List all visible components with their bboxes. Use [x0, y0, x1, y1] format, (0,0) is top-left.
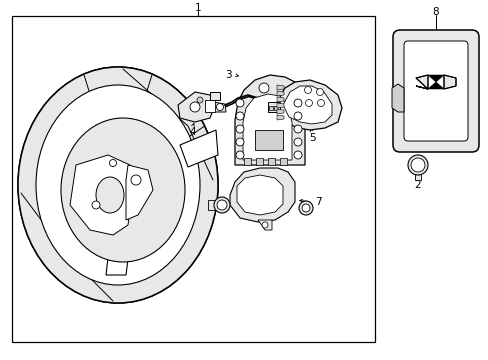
Circle shape	[317, 99, 324, 107]
FancyBboxPatch shape	[392, 30, 478, 152]
Ellipse shape	[18, 67, 218, 303]
Circle shape	[131, 175, 141, 185]
Circle shape	[304, 86, 311, 94]
Circle shape	[293, 138, 302, 146]
Polygon shape	[427, 82, 443, 89]
Circle shape	[316, 89, 323, 95]
Text: 8: 8	[432, 7, 438, 17]
Bar	[209, 92, 220, 100]
Bar	[280, 158, 286, 165]
Ellipse shape	[61, 118, 184, 262]
Polygon shape	[180, 130, 218, 167]
Text: 5: 5	[308, 133, 315, 143]
Polygon shape	[276, 85, 284, 90]
Circle shape	[190, 102, 200, 112]
Polygon shape	[70, 155, 132, 235]
Bar	[273, 106, 278, 110]
Polygon shape	[213, 102, 225, 112]
Polygon shape	[427, 75, 443, 82]
Polygon shape	[235, 75, 305, 165]
Polygon shape	[274, 80, 341, 130]
Polygon shape	[204, 100, 215, 112]
FancyBboxPatch shape	[403, 41, 467, 141]
Circle shape	[305, 99, 312, 107]
Circle shape	[236, 151, 244, 159]
Bar	[268, 106, 272, 110]
Ellipse shape	[36, 85, 200, 285]
Text: 2: 2	[414, 180, 421, 190]
Polygon shape	[243, 94, 291, 160]
Bar	[267, 158, 274, 165]
Polygon shape	[178, 92, 215, 122]
Bar	[254, 130, 283, 150]
Text: 7: 7	[314, 197, 321, 207]
Circle shape	[302, 204, 309, 212]
Polygon shape	[229, 168, 294, 222]
Circle shape	[236, 112, 244, 120]
Bar	[267, 102, 280, 112]
Polygon shape	[106, 240, 130, 275]
Circle shape	[293, 99, 302, 107]
Ellipse shape	[18, 67, 218, 303]
Polygon shape	[391, 84, 403, 112]
Circle shape	[259, 83, 268, 93]
Polygon shape	[283, 86, 331, 124]
Circle shape	[109, 159, 116, 166]
Circle shape	[298, 201, 312, 215]
Bar	[207, 200, 220, 210]
Ellipse shape	[96, 177, 124, 213]
Bar	[244, 158, 250, 165]
Circle shape	[407, 155, 427, 175]
Circle shape	[236, 125, 244, 133]
Bar	[12, 16, 374, 342]
Polygon shape	[276, 109, 284, 114]
Polygon shape	[443, 75, 455, 89]
Circle shape	[236, 99, 244, 107]
Polygon shape	[258, 220, 271, 230]
Circle shape	[410, 158, 424, 172]
Text: 6: 6	[281, 93, 288, 103]
Polygon shape	[276, 115, 284, 120]
Polygon shape	[276, 91, 284, 96]
Circle shape	[216, 104, 223, 111]
Circle shape	[293, 151, 302, 159]
Polygon shape	[276, 97, 284, 102]
Text: 3: 3	[224, 70, 231, 80]
Polygon shape	[415, 75, 427, 89]
Bar	[414, 174, 420, 180]
Circle shape	[293, 112, 302, 120]
Circle shape	[217, 200, 226, 210]
Text: 4: 4	[189, 127, 196, 137]
Circle shape	[293, 125, 302, 133]
Polygon shape	[126, 165, 153, 220]
Polygon shape	[237, 175, 283, 215]
Bar	[256, 158, 263, 165]
Circle shape	[92, 201, 100, 209]
Polygon shape	[276, 103, 284, 108]
Circle shape	[262, 222, 267, 228]
Text: 1: 1	[194, 3, 201, 13]
Circle shape	[197, 97, 203, 103]
Circle shape	[236, 138, 244, 146]
Circle shape	[214, 197, 229, 213]
